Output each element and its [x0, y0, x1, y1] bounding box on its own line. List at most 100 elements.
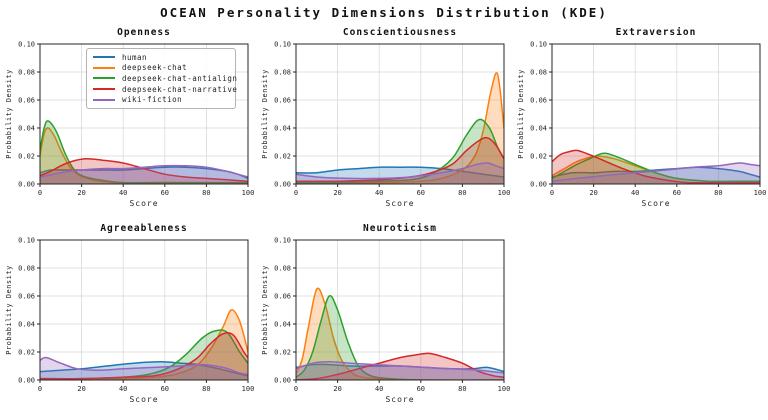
- x-tick-label: 0: [294, 385, 298, 393]
- subplot-title: Extraversion: [615, 27, 697, 38]
- plot-spines: [551, 43, 761, 185]
- x-axis-label: Score: [129, 199, 159, 208]
- x-tick-label: 0: [38, 385, 42, 393]
- kde-curve-deepseek-chat-narrative: [296, 352, 504, 380]
- kde-area-wiki-fiction: [40, 357, 248, 380]
- x-tick-label: 40: [375, 385, 383, 393]
- y-tick-label: 0.06: [274, 293, 291, 301]
- kde-curve-wiki-fiction: [296, 361, 504, 374]
- legend-item-wiki-fiction: wiki-fiction: [93, 94, 235, 105]
- y-tick-label: 0.02: [18, 153, 35, 161]
- kde-curve-wiki-fiction: [552, 162, 760, 182]
- kde-curve-deepseek-chat-antialign: [40, 120, 248, 184]
- kde-area-deepseek-chat: [40, 127, 248, 184]
- y-tick-label: 0.08: [274, 265, 291, 273]
- x-tick-label: 40: [631, 189, 639, 197]
- legend-item-deepseek-chat: deepseek-chat: [93, 63, 235, 74]
- legend-label: deepseek-chat-narrative: [122, 84, 238, 94]
- kde-curve-deepseek-chat: [40, 309, 248, 380]
- subplot-title: Conscientiousness: [342, 27, 458, 38]
- kde-curve-deepseek-chat-antialign: [296, 118, 504, 184]
- x-tick-label: 80: [458, 189, 466, 197]
- y-tick-label: 0.02: [18, 349, 35, 357]
- x-tick-label: 100: [754, 189, 767, 197]
- kde-area-deepseek-chat-narrative: [40, 158, 248, 184]
- subplot-conscientiousness: 0.00 0.02 0.04 0.06 0.08 0.10 0 20 40 60 80 100 Con…: [256, 24, 512, 220]
- y-tick-label: 0.02: [274, 153, 291, 161]
- kde-area-deepseek-chat: [296, 72, 504, 184]
- plot-spines: [39, 43, 249, 185]
- legend-item-human: human: [93, 52, 235, 63]
- kde-area-deepseek-chat-narrative: [296, 137, 504, 184]
- subplot-title: Agreeableness: [100, 223, 188, 234]
- y-axis-label: Probability Density: [517, 69, 525, 159]
- legend-label: wiki-fiction: [122, 95, 183, 105]
- x-tick-label: 40: [119, 189, 127, 197]
- x-tick-label: 60: [417, 385, 425, 393]
- y-tick-label: 0.10: [18, 237, 35, 245]
- x-tick-label: 40: [375, 189, 383, 197]
- kde-area-deepseek-chat: [40, 309, 248, 380]
- kde-curve-human: [40, 361, 248, 377]
- legend-line-icon: [93, 56, 115, 59]
- y-tick-label: 0.00: [274, 377, 291, 385]
- plot-canvas-agreeableness: 0.00 0.02 0.04 0.06 0.08 0.10 0 20 40 60 80 100: [18, 237, 255, 394]
- subplot-extraversion: 0.00 0.02 0.04 0.06 0.08 0.10 0 20 40 60 80 100 Ext…: [512, 24, 768, 220]
- subplot-title: Neuroticism: [363, 223, 437, 234]
- x-tick-label: 60: [673, 189, 681, 197]
- kde-curve-deepseek-chat-narrative: [552, 149, 760, 184]
- kde-area-wiki-fiction: [40, 165, 248, 184]
- x-tick-label: 20: [333, 189, 341, 197]
- x-tick-label: 80: [202, 189, 210, 197]
- y-tick-label: 0.00: [18, 181, 35, 189]
- x-tick-label: 100: [242, 385, 255, 393]
- y-tick-label: 0.08: [274, 69, 291, 77]
- y-tick-label: 0.10: [530, 41, 547, 49]
- kde-curve-human: [296, 166, 504, 178]
- empty-cell: [512, 220, 768, 416]
- legend-line-icon: [93, 66, 115, 69]
- kde-curve-deepseek-chat-narrative: [296, 136, 504, 183]
- kde-curve-wiki-fiction: [40, 164, 248, 178]
- y-axis-label: Probability Density: [5, 265, 13, 355]
- x-tick-label: 100: [498, 385, 511, 393]
- x-tick-label: 0: [38, 189, 42, 197]
- y-tick-label: 0.00: [530, 181, 547, 189]
- kde-area-deepseek-chat: [296, 288, 504, 380]
- kde-curve-wiki-fiction: [296, 162, 504, 180]
- kde-area-deepseek-chat-antialign: [40, 120, 248, 184]
- kde-area-deepseek-chat-antialign: [40, 330, 248, 380]
- kde-curve-deepseek-chat-antialign: [552, 152, 760, 183]
- kde-curve-deepseek-chat-narrative: [40, 332, 248, 380]
- y-tick-label: 0.10: [274, 41, 291, 49]
- x-axis-label: Score: [385, 395, 415, 404]
- x-tick-label: 20: [77, 189, 85, 197]
- x-tick-label: 60: [417, 189, 425, 197]
- x-tick-label: 60: [161, 385, 169, 393]
- legend-line-icon: [93, 77, 115, 80]
- legend-label: deepseek-chat-antialign: [122, 73, 238, 83]
- y-axis-label: Probability Density: [261, 69, 269, 159]
- legend-label: human: [122, 52, 148, 62]
- legend-line-icon: [93, 88, 115, 91]
- legend-label: deepseek-chat: [122, 63, 188, 73]
- subplot-neuroticism: 0.00 0.02 0.04 0.06 0.08 0.10 0 20 40 60 80 100 Neu…: [256, 220, 512, 416]
- y-tick-label: 0.06: [18, 293, 35, 301]
- plot-canvas-openness: 0.00 0.02 0.04 0.06 0.08 0.10 0 20 40 60 80 100: [18, 41, 254, 198]
- y-tick-label: 0.06: [530, 97, 547, 105]
- y-tick-label: 0.02: [274, 349, 291, 357]
- x-tick-label: 20: [77, 385, 85, 393]
- x-tick-label: 80: [458, 385, 466, 393]
- y-tick-label: 0.02: [530, 153, 547, 161]
- kde-curve-deepseek-chat-antialign: [296, 294, 504, 380]
- x-tick-label: 0: [550, 189, 554, 197]
- y-tick-label: 0.04: [18, 125, 35, 133]
- x-tick-label: 100: [498, 189, 511, 197]
- plot-spines: [39, 239, 249, 381]
- subplot-title: Openness: [117, 27, 171, 38]
- legend: human deepseek-chat deepseek-chat-antialig…: [86, 48, 238, 109]
- legend-line-icon: [93, 98, 115, 101]
- y-tick-label: 0.10: [18, 41, 35, 49]
- y-axis-label: Probability Density: [5, 69, 13, 159]
- x-tick-label: 40: [119, 385, 127, 393]
